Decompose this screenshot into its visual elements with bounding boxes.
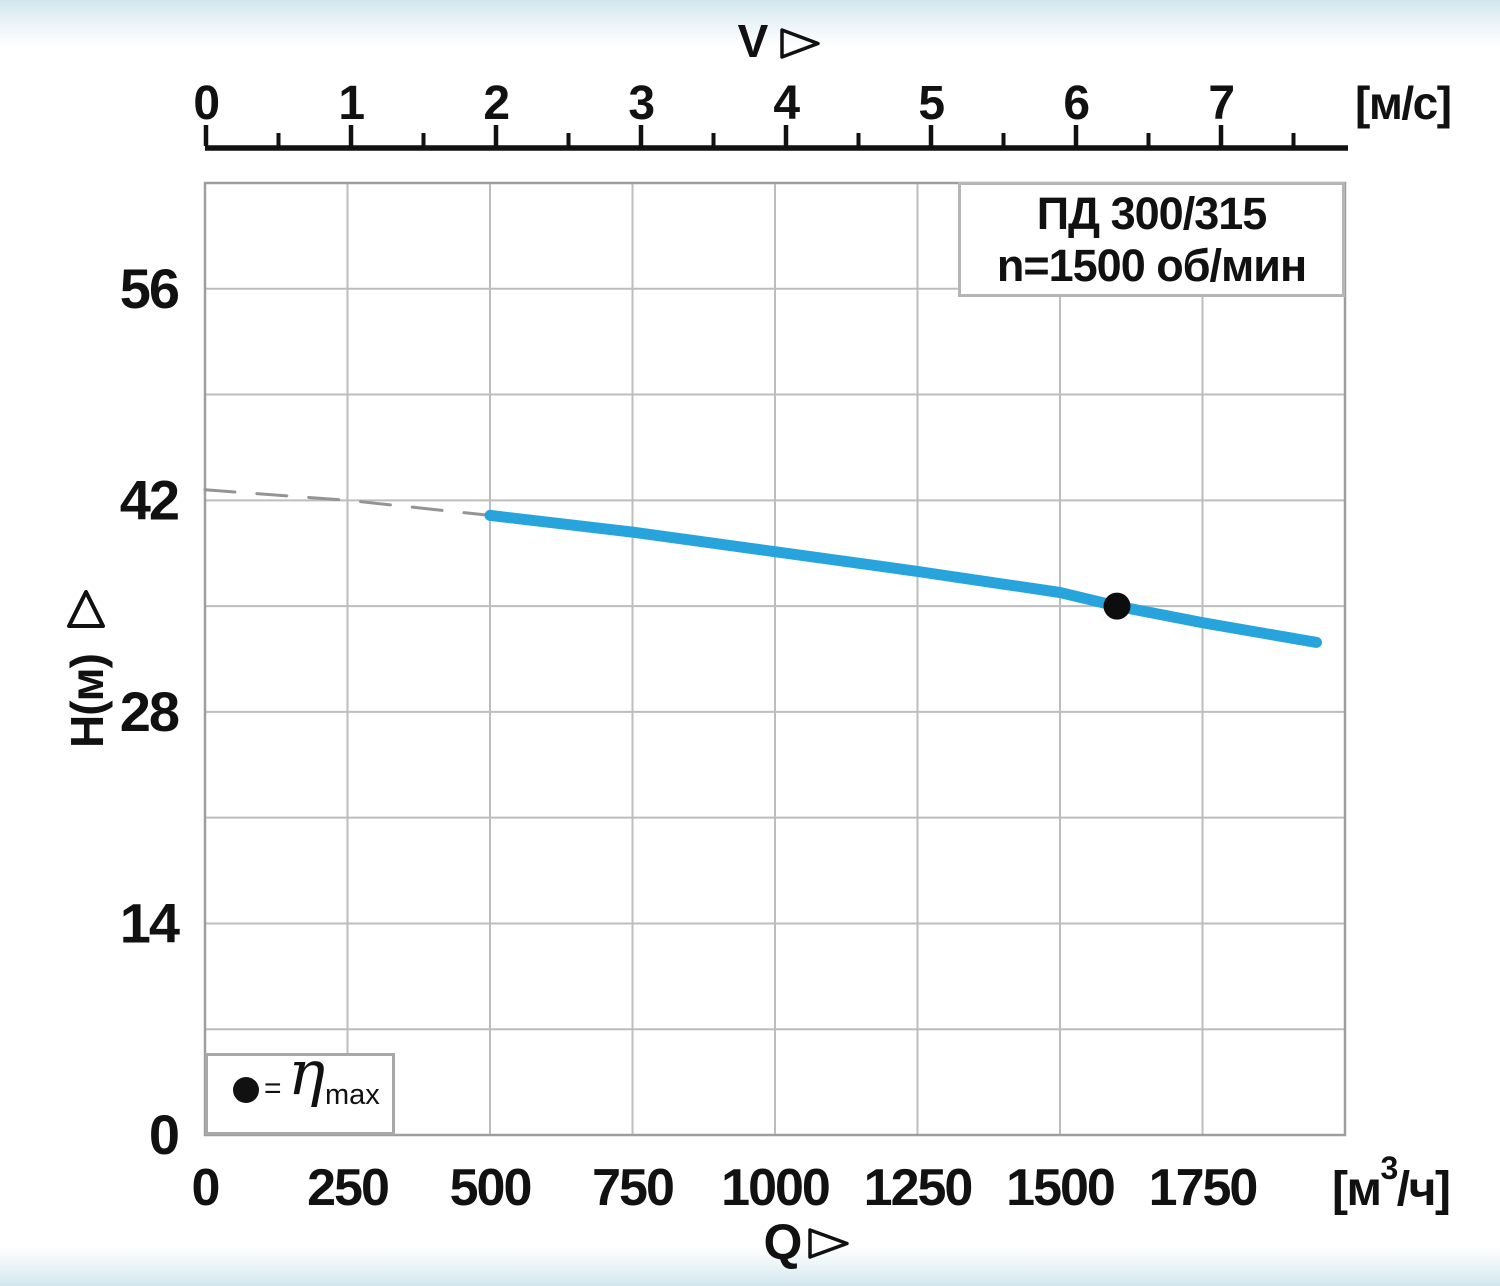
top-axis-tick-label: 4 [773, 77, 800, 130]
top-axis-tick-label: 0 [193, 77, 218, 130]
top-axis-name-label: V [738, 15, 769, 67]
bottom-decorative-strip [0, 1246, 1500, 1286]
y-axis-tick-label: 28 [120, 680, 179, 743]
top-axis-tick-label: 3 [628, 77, 653, 130]
hq-curve [484, 509, 1322, 648]
y-axis-tick-label: 14 [120, 891, 180, 954]
top-axis-tick-label: 7 [1208, 77, 1233, 130]
y-axis-tick-label: 56 [120, 257, 179, 320]
pump-model-label: ПД 300/315 [1036, 187, 1268, 239]
q-axis-arrow-icon [808, 1228, 849, 1259]
bep-legend-box: = η max [205, 1042, 395, 1135]
bep-legend-dot-icon [233, 1077, 259, 1103]
x-axis-tick-label: 750 [592, 1159, 673, 1217]
y-axis-tick-label: 42 [120, 468, 178, 531]
bep-legend-eta-symbol: η [288, 1036, 326, 1109]
y-axis-tick-label: 0 [149, 1103, 178, 1166]
x-axis-tick-label: 250 [307, 1159, 388, 1217]
top-axis-unit-label: [м/с] [1355, 77, 1451, 129]
top-axis-tick-label: 2 [483, 77, 508, 130]
bep-legend-max-subscript: max [325, 1079, 380, 1111]
v-axis-arrow-icon [780, 28, 820, 59]
bep-legend-equals: = [264, 1072, 282, 1105]
top-axis-tick-label: 5 [918, 77, 944, 130]
chart-title-box: ПД 300/315 n=1500 об/мин [958, 182, 1345, 297]
x-axis-tick-label: 1750 [1149, 1159, 1257, 1217]
y-axis-name-label: H(м) [61, 654, 113, 748]
x-axis-tick-label: 1250 [864, 1159, 972, 1217]
h-axis-arrow-icon [67, 590, 105, 628]
pump-speed-label: n=1500 об/мин [996, 239, 1307, 291]
x-axis-tick-label: 0 [192, 1159, 219, 1217]
top-axis-tick-label: 1 [338, 77, 364, 130]
plot-border [203, 181, 1347, 1137]
bep-dot [1103, 592, 1131, 620]
x-axis-name-label: Q [764, 1214, 803, 1270]
x-axis-unit-label: [м3/ч] [1332, 1150, 1449, 1216]
x-axis-tick-label: 500 [450, 1159, 531, 1217]
top-decorative-strip [0, 0, 1500, 48]
hq-curve-extension [203, 488, 492, 517]
x-axis-tick-label: 1500 [1006, 1159, 1114, 1217]
x-axis-tick-label: 1000 [721, 1159, 829, 1217]
top-axis-tick-label: 6 [1063, 77, 1088, 130]
